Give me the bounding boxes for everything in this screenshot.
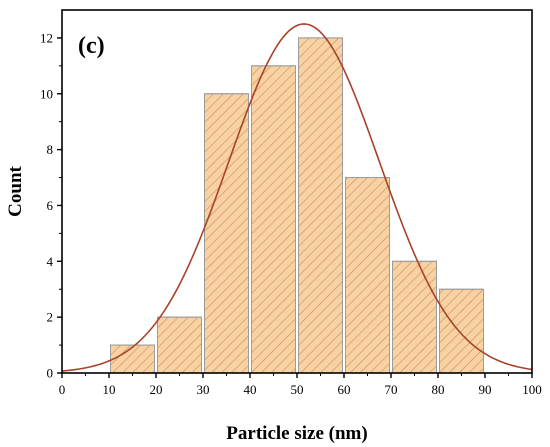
histogram-bar-hatch bbox=[157, 316, 202, 374]
histogram-bar bbox=[439, 288, 484, 374]
histogram-bar-hatch bbox=[110, 344, 155, 374]
histogram-bar-hatch bbox=[345, 177, 390, 374]
x-tick-label: 40 bbox=[244, 382, 257, 397]
histogram-bar bbox=[392, 260, 437, 374]
x-tick-label: 50 bbox=[291, 382, 304, 397]
histogram-bar bbox=[110, 344, 155, 374]
histogram-bar-hatch bbox=[251, 65, 296, 374]
x-tick-label: 30 bbox=[197, 382, 210, 397]
panel-label: (c) bbox=[78, 33, 105, 59]
histogram-bar bbox=[251, 65, 296, 374]
histogram-bar bbox=[157, 316, 202, 374]
x-tick-label: 0 bbox=[59, 382, 66, 397]
x-tick-label: 20 bbox=[150, 382, 163, 397]
histogram-bar bbox=[345, 177, 390, 374]
bars-group bbox=[110, 37, 484, 374]
y-tick-label: 8 bbox=[47, 142, 54, 157]
histogram-bar-hatch bbox=[392, 260, 437, 374]
y-axis-ticks: 0 2 4 6 8 10 12 bbox=[40, 30, 62, 381]
y-axis-title: Count bbox=[5, 165, 26, 216]
gaussian-fit-curve bbox=[61, 23, 533, 372]
x-axis-title: Particle size (nm) bbox=[226, 423, 367, 444]
y-tick-label: 2 bbox=[47, 310, 54, 325]
histogram-bar-hatch bbox=[439, 288, 484, 374]
y-tick-label: 12 bbox=[40, 30, 53, 45]
histogram-bar-hatch bbox=[204, 93, 249, 374]
x-tick-label: 90 bbox=[479, 382, 492, 397]
histogram-bar bbox=[298, 37, 343, 374]
histogram-bar bbox=[204, 93, 249, 374]
x-axis-ticks: 0 10 20 30 40 50 60 70 80 90 100 bbox=[59, 373, 542, 397]
y-tick-label: 10 bbox=[40, 86, 53, 101]
x-tick-label: 100 bbox=[522, 382, 542, 397]
y-tick-label: 6 bbox=[47, 198, 54, 213]
histogram-bar-hatch bbox=[298, 37, 343, 374]
x-tick-label: 60 bbox=[338, 382, 351, 397]
y-tick-label: 4 bbox=[47, 254, 54, 269]
x-tick-label: 70 bbox=[385, 382, 398, 397]
x-tick-label: 10 bbox=[103, 382, 116, 397]
y-tick-label: 0 bbox=[47, 366, 54, 381]
x-tick-label: 80 bbox=[432, 382, 445, 397]
